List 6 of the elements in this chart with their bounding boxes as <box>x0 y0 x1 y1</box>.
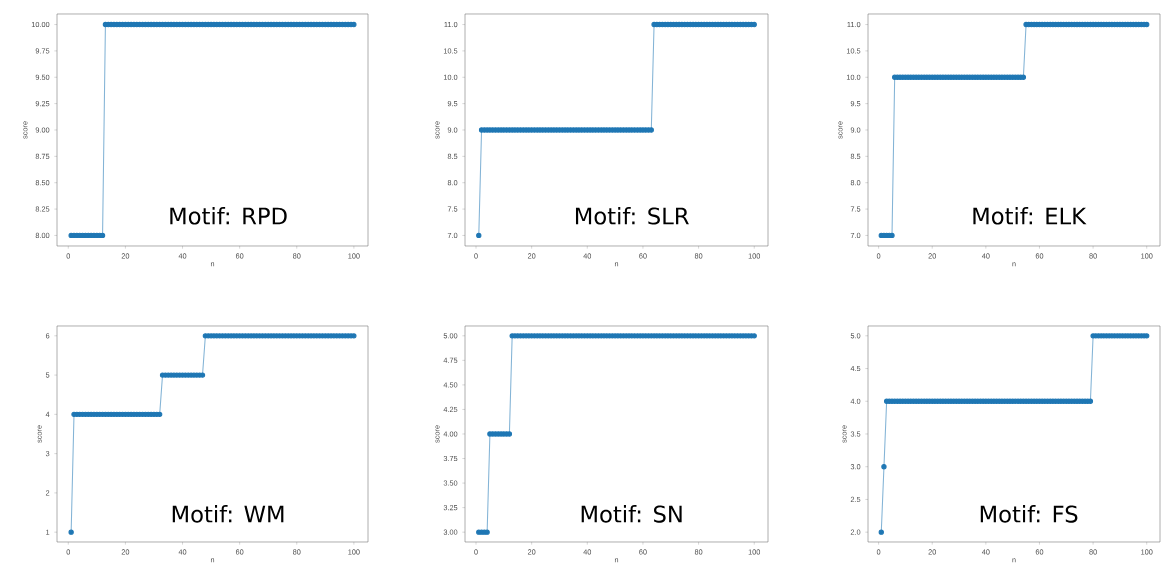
annotation: Motif: WM <box>172 505 284 523</box>
annotation: Motif: ELK <box>973 207 1087 225</box>
annotation: Motif: FS <box>980 505 1078 523</box>
annotation: Motif: RPD <box>170 207 287 225</box>
annotation: Motif: SLR <box>575 207 689 225</box>
annotation: Motif: SN <box>581 505 682 523</box>
